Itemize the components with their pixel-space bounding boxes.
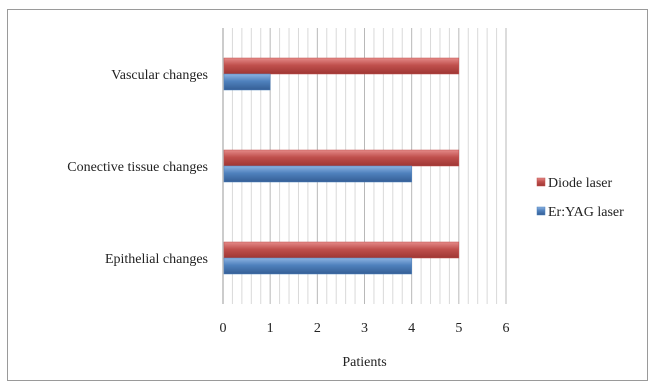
bar [223, 241, 460, 259]
bar [223, 73, 271, 91]
x-axis-title: Patients [342, 355, 386, 370]
x-tick-label: 3 [361, 321, 368, 336]
x-tick-label: 0 [220, 321, 227, 336]
legend-label: Er:YAG laser [548, 205, 624, 220]
category-label: Conective tissue changes [67, 160, 208, 175]
bar [223, 149, 460, 167]
bars [223, 57, 460, 275]
legend-swatch [536, 177, 546, 187]
bar [223, 257, 412, 275]
legend-swatch [536, 206, 546, 216]
bar [223, 165, 412, 183]
x-tick-label: 5 [455, 321, 462, 336]
legend: Diode laser Er:YAG laser [536, 176, 624, 220]
chart-border [7, 9, 648, 381]
bar [223, 57, 460, 75]
x-tick-label: 2 [314, 321, 321, 336]
category-label: Vascular changes [111, 68, 208, 83]
x-tick-label: 1 [267, 321, 274, 336]
category-label: Epithelial changes [105, 252, 208, 267]
x-tick-label: 6 [503, 321, 510, 336]
x-tick-label: 4 [408, 321, 415, 336]
labels: Vascular changes Conective tissue changes… [67, 68, 509, 370]
legend-label: Diode laser [548, 176, 612, 191]
